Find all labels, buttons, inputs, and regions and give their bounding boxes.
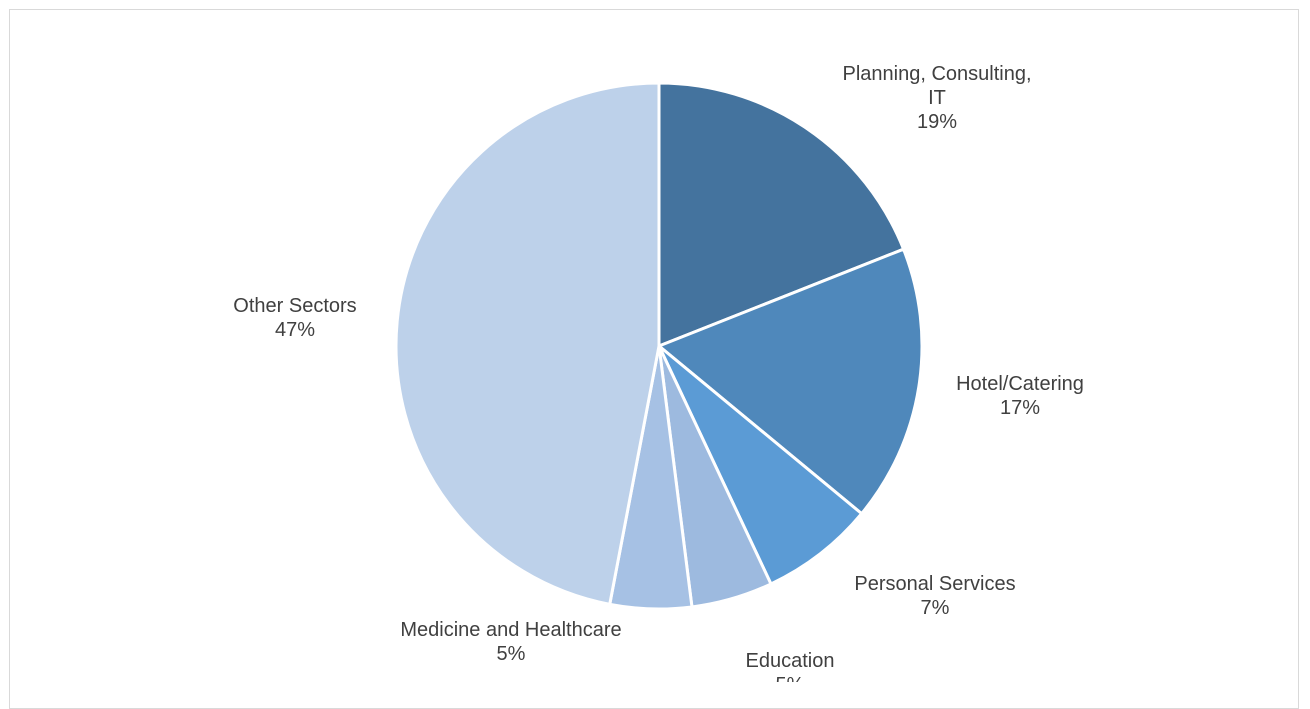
slice-percent-label-6: 47% bbox=[275, 319, 315, 341]
slice-percent-label-4: 5% bbox=[776, 674, 805, 682]
slice-category-label-5: Medicine and Healthcare bbox=[400, 619, 621, 641]
slice-category-label-6: Other Sectors bbox=[233, 295, 356, 317]
slice-category-label-2: Hotel/Catering bbox=[956, 373, 1084, 395]
slice-category-label-1: Planning, Consulting, bbox=[842, 63, 1031, 85]
pie-slice-6 bbox=[394, 81, 661, 606]
slice-percent-label-1: 19% bbox=[917, 111, 957, 133]
pie-slice-2 bbox=[657, 247, 924, 516]
slice-percent-label-3: 7% bbox=[921, 597, 950, 619]
slice-category-label-4: Education bbox=[746, 650, 835, 672]
slice-category-label-1: IT bbox=[928, 87, 946, 109]
pie-slice-1 bbox=[657, 81, 906, 348]
slice-percent-label-5: 5% bbox=[497, 643, 526, 665]
pie-slices bbox=[394, 81, 924, 611]
pie-slice-3 bbox=[657, 344, 864, 586]
slice-percent-label-2: 17% bbox=[1000, 397, 1040, 419]
slice-category-label-3: Personal Services bbox=[854, 573, 1015, 595]
